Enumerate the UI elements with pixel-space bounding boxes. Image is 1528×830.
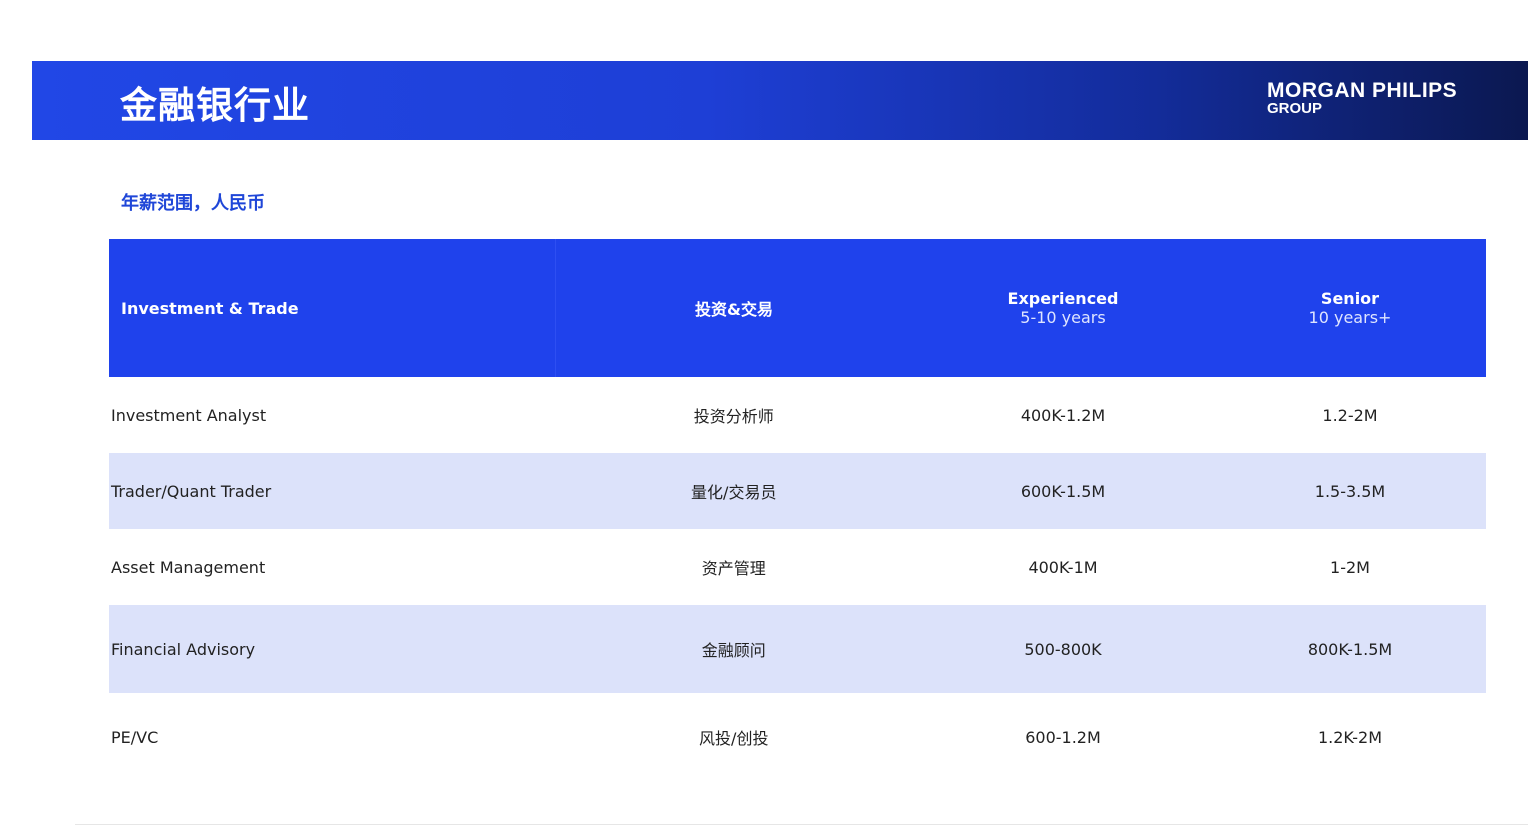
table-cell: 600K-1.5M (912, 453, 1214, 529)
column-header: 投资&交易 (555, 239, 912, 377)
divider (75, 824, 1528, 825)
table-cell: Asset Management (111, 557, 266, 577)
table-cell: 金融顾问 (555, 605, 912, 693)
table-cell: 500-800K (912, 605, 1214, 693)
table-cell: 600-1.2M (1025, 727, 1101, 747)
column-header: Senior 10 years+ (1214, 239, 1486, 377)
page-title: 金融银行业 (120, 84, 310, 127)
table-cell: 1.5-3.5M (1214, 453, 1486, 529)
table-row: PE/VC 风投/创投 600-1.2M 1.2K-2M (109, 693, 1486, 781)
table-cell: 1.2-2M (1322, 405, 1378, 425)
section-subtitle: 年薪范围，人民币 (121, 193, 265, 214)
table-row: Trader/Quant Trader 量化/交易员 600K-1.5M 1.5-3.… (109, 453, 1486, 529)
table-row: Asset Management 资产管理 400K-1M 1-2M (109, 529, 1486, 605)
table-cell: 资产管理 (701, 559, 766, 578)
table-cell: 投资分析师 (693, 407, 774, 426)
table-cell: Financial Advisory (109, 605, 556, 693)
table-cell: 风投/创投 (699, 729, 769, 748)
table-cell: 400K-1.2M (1020, 405, 1106, 425)
header-banner: 金融银行业 MORGAN PHILIPS GROUP (32, 61, 1528, 140)
table-cell: 800K-1.5M (1214, 605, 1486, 693)
table-cell: Investment Analyst (111, 405, 267, 425)
table-cell: PE/VC (111, 727, 159, 747)
logo-line2: GROUP (1267, 100, 1323, 117)
logo-line1: MORGAN PHILIPS (1267, 79, 1458, 102)
salary-table: Investment & Trade 投资&交易 Experienced 5-10… (109, 239, 1486, 781)
table-row: Investment Analyst 投资分析师 400K-1.2M 1.2-2M (109, 377, 1486, 453)
company-logo: MORGAN PHILIPS GROUP (1267, 79, 1457, 117)
column-header: Experienced 5-10 years (912, 239, 1214, 377)
table-cell: Trader/Quant Trader (109, 453, 556, 529)
table-cell: 量化/交易员 (555, 453, 912, 529)
table-row: Financial Advisory 金融顾问 500-800K 800K-1.5M (109, 605, 1486, 693)
table-cell: 1-2M (1330, 557, 1370, 577)
column-header: Investment & Trade (109, 239, 556, 377)
table-cell: 1.2K-2M (1317, 727, 1382, 747)
table-cell: 400K-1M (1028, 557, 1098, 577)
table-header-row: Investment & Trade 投资&交易 Experienced 5-10… (109, 239, 1486, 377)
